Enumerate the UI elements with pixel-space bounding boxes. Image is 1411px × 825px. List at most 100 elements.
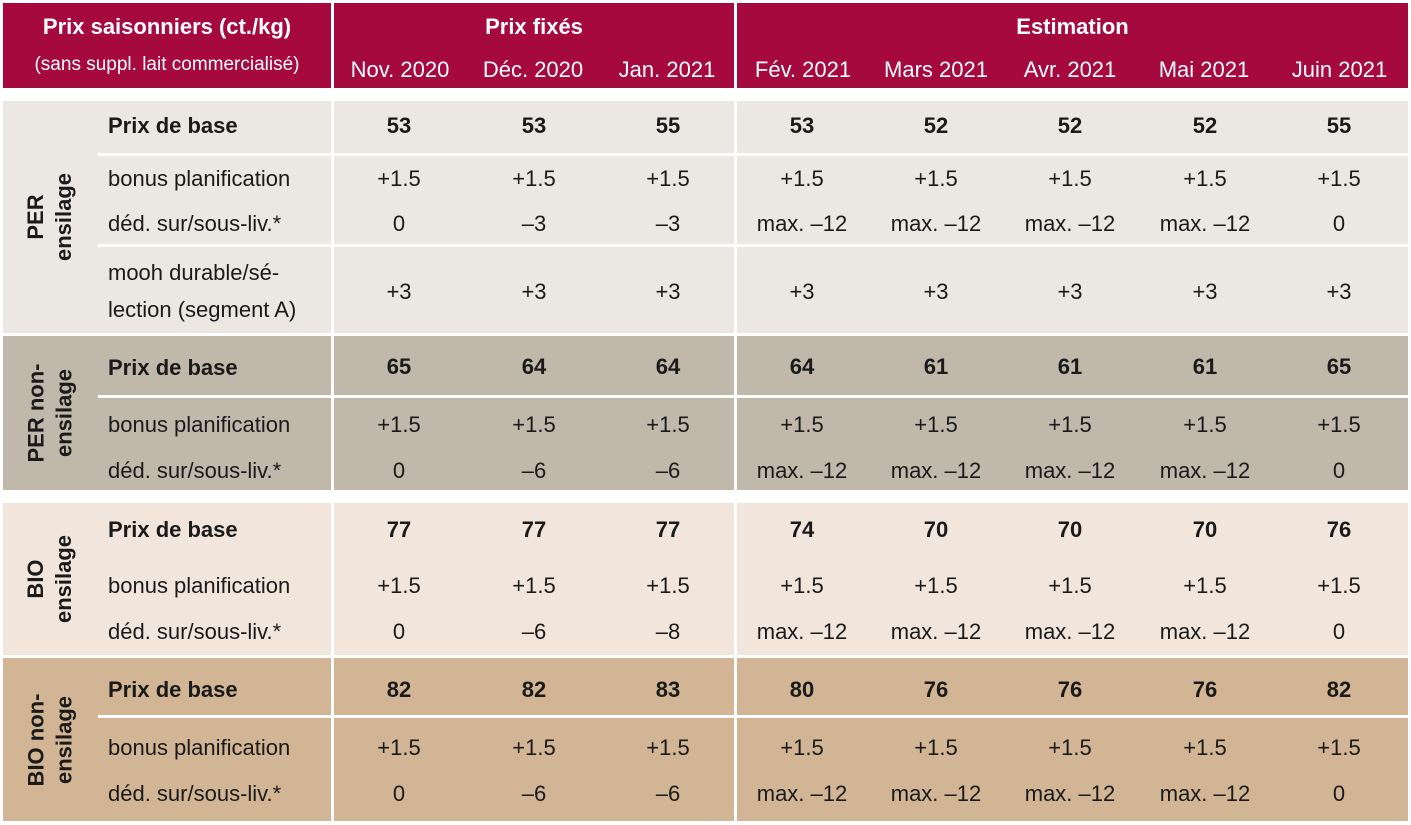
section-label-bio-ensilage: BIO ensilage [23, 534, 77, 624]
value-cell: –6 [521, 458, 547, 483]
value-cell: +1.5 [512, 735, 556, 760]
section-label-per-ensilage: PER ensilage [23, 172, 77, 262]
value-cell: 52 [1192, 113, 1218, 138]
value-cell: 0 [392, 458, 406, 483]
row-label: mooh durable/sé- [108, 260, 280, 285]
value-cell: +1.5 [377, 412, 421, 437]
value-cell: 80 [789, 677, 815, 702]
value-cell: +1.5 [646, 412, 690, 437]
value-cell: 0 [392, 211, 406, 236]
group-estimate-label: Estimation [1016, 14, 1129, 39]
value-cell: 70 [1057, 517, 1083, 542]
value-cell: 82 [521, 677, 547, 702]
value-cell: +1.5 [1048, 412, 1092, 437]
value-cell: max. –12 [890, 211, 982, 236]
value-cell: 65 [386, 354, 412, 379]
value-cell: +3 [386, 279, 412, 304]
value-cell: max. –12 [890, 458, 982, 483]
value-cell: +1.5 [914, 735, 958, 760]
section-per-ensilage [3, 101, 1408, 333]
header-estimate-group: Estimation Fév. 2021 Mars 2021 Avr. 2021… [737, 3, 1408, 88]
value-cell: +3 [1057, 279, 1083, 304]
value-cell: 0 [1332, 458, 1346, 483]
value-cell: +3 [789, 279, 815, 304]
value-cell: 76 [1192, 677, 1218, 702]
value-cell: max. –12 [1024, 211, 1116, 236]
value-cell: max. –12 [1024, 619, 1116, 644]
row-label: bonus planification [108, 412, 291, 437]
value-cell: +1.5 [512, 573, 556, 598]
value-cell: +1.5 [512, 166, 556, 191]
value-cell: –6 [521, 781, 547, 806]
value-cell: +3 [1326, 279, 1352, 304]
value-cell: –6 [655, 781, 681, 806]
value-cell: 77 [386, 517, 412, 542]
value-cell: +1.5 [512, 412, 556, 437]
value-cell: max. –12 [1024, 781, 1116, 806]
value-cell: +1.5 [1048, 735, 1092, 760]
row-label: Prix de base [108, 677, 238, 702]
value-cell: –6 [521, 619, 547, 644]
value-cell: +3 [1192, 279, 1218, 304]
section-label-bio-non-ensilage: BIO non-ensilage [23, 693, 77, 786]
month-header: Juin 2021 [1291, 57, 1388, 82]
value-cell: max. –12 [756, 781, 848, 806]
value-cell: +1.5 [780, 573, 824, 598]
value-cell: +1.5 [377, 166, 421, 191]
value-cell: max. –12 [1159, 211, 1251, 236]
header-fixed-group: Prix fixés Nov. 2020 Déc. 2020 Jan. 2021 [334, 3, 734, 88]
value-cell: 0 [1332, 619, 1346, 644]
month-header: Nov. 2020 [350, 57, 450, 82]
table-subtitle: (sans suppl. lait commercialisé) [34, 54, 300, 75]
value-cell: 0 [1332, 211, 1346, 236]
value-cell: 64 [655, 354, 681, 379]
value-cell: +1.5 [1317, 166, 1361, 191]
value-cell: +1.5 [1317, 573, 1361, 598]
value-cell: +1.5 [780, 735, 824, 760]
value-cell: +1.5 [1183, 573, 1227, 598]
value-cell: max. –12 [756, 619, 848, 644]
value-cell: +1.5 [377, 573, 421, 598]
row-label: déd. sur/sous-liv.* [108, 619, 282, 644]
value-cell: max. –12 [890, 781, 982, 806]
value-cell: 76 [1057, 677, 1083, 702]
value-cell: 74 [789, 517, 815, 542]
value-cell: 76 [1326, 517, 1352, 542]
value-cell: 52 [923, 113, 949, 138]
value-cell: max. –12 [1159, 781, 1251, 806]
value-cell: +1.5 [1317, 412, 1361, 437]
row-label: déd. sur/sous-liv.* [108, 211, 282, 236]
month-header: Déc. 2020 [482, 57, 584, 82]
value-cell: max. –12 [890, 619, 982, 644]
value-cell: 61 [1057, 354, 1083, 379]
value-cell: 77 [655, 517, 681, 542]
value-cell: 76 [923, 677, 949, 702]
value-cell: 82 [386, 677, 412, 702]
value-cell: max. –12 [1159, 458, 1251, 483]
value-cell: +1.5 [646, 166, 690, 191]
value-cell: 83 [655, 677, 681, 702]
value-cell: 0 [1332, 781, 1346, 806]
value-cell: 0 [392, 781, 406, 806]
value-cell: +3 [655, 279, 681, 304]
row-label: déd. sur/sous-liv.* [108, 458, 282, 483]
value-cell: –6 [655, 458, 681, 483]
value-cell: +1.5 [780, 412, 824, 437]
value-cell: 53 [521, 113, 547, 138]
value-cell: +1.5 [377, 735, 421, 760]
value-cell: +3 [923, 279, 949, 304]
value-cell: +1.5 [914, 573, 958, 598]
value-cell: max. –12 [756, 458, 848, 483]
value-cell: +1.5 [1048, 166, 1092, 191]
value-cell: +1.5 [1183, 735, 1227, 760]
value-cell: max. –12 [756, 211, 848, 236]
value-cell: +1.5 [1317, 735, 1361, 760]
value-cell: +1.5 [646, 735, 690, 760]
value-cell: max. –12 [1024, 458, 1116, 483]
value-cell: 77 [521, 517, 547, 542]
value-cell: –3 [655, 211, 681, 236]
value-cell: 53 [789, 113, 815, 138]
value-cell: 64 [789, 354, 815, 379]
row-label: bonus planification [108, 573, 291, 598]
value-cell: +1.5 [1048, 573, 1092, 598]
